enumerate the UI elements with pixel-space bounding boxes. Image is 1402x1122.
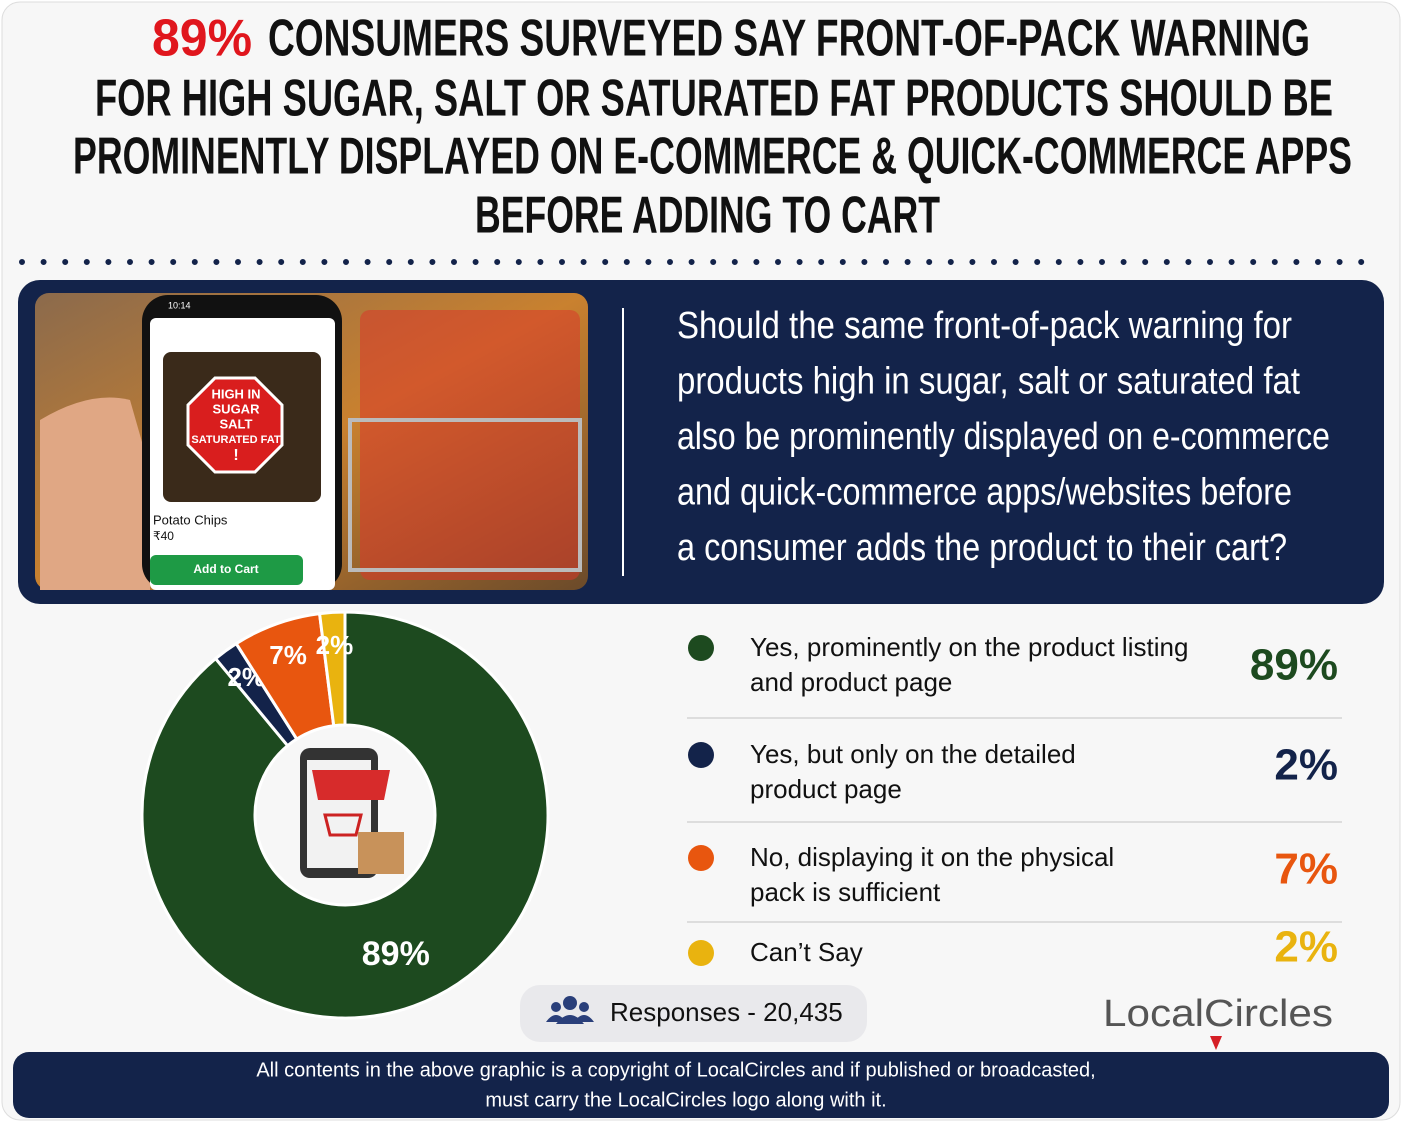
title: FOR HIGH SUGAR, SALT OR SATURATED FAT PR… xyxy=(95,70,1333,128)
warning-text: SUGAR xyxy=(213,401,261,416)
legend-marker xyxy=(688,635,714,661)
icon-cart xyxy=(323,813,363,837)
icon-box xyxy=(358,832,404,874)
responses-pill xyxy=(520,985,867,1042)
photo xyxy=(35,293,588,590)
donut-slice xyxy=(317,610,347,728)
logo-pin xyxy=(1210,1036,1222,1050)
legend-label: Yes, prominently on the product listing … xyxy=(750,632,1189,697)
slice-label: 7% xyxy=(269,640,307,670)
question: and quick-commerce apps/websites before xyxy=(677,472,1292,514)
footer-text: must carry the LocalCircles logo along w… xyxy=(485,1089,886,1111)
legend-marker xyxy=(688,940,714,966)
legend-label: Yes, but only on the detailed product pa… xyxy=(750,739,1076,804)
footer-text: All contents in the above graphic is a c… xyxy=(256,1059,1095,1081)
warning-text: HIGH IN xyxy=(211,386,260,401)
title-lead: 89% xyxy=(152,10,252,68)
donut-slice xyxy=(140,610,550,1020)
warning-text: SATURATED FAT xyxy=(191,434,280,446)
question: also be prominently displayed on e-comme… xyxy=(677,416,1330,458)
slice-label: 89% xyxy=(362,935,430,973)
question: Should the same front-of-pack warning fo… xyxy=(677,305,1292,347)
legend-value: 2% xyxy=(1274,741,1338,790)
question: a consumer adds the product to their car… xyxy=(677,527,1287,569)
footer xyxy=(13,1052,1389,1118)
legend-marker xyxy=(688,742,714,768)
product-price: ₹40 xyxy=(153,529,174,543)
logo: LocalCircles xyxy=(1103,993,1333,1035)
legend-value: 2% xyxy=(1274,923,1338,972)
title: BEFORE ADDING TO CART xyxy=(475,187,940,245)
legend-label: Can’t Say xyxy=(750,937,863,967)
legend-marker xyxy=(688,845,714,871)
icon-awning xyxy=(312,770,390,800)
people-icon xyxy=(546,996,594,1024)
product-name: Potato Chips xyxy=(153,512,228,527)
question: products high in sugar, salt or saturate… xyxy=(677,361,1300,403)
title: PROMINENTLY DISPLAYED ON E-COMMERCE & QU… xyxy=(73,128,1352,186)
legend-value: 89% xyxy=(1250,641,1338,690)
legend-value: 7% xyxy=(1274,845,1338,894)
add-to-cart: Add to Cart xyxy=(193,562,258,576)
title: CONSUMERS SURVEYED SAY FRONT-OF-PACK WAR… xyxy=(268,10,1310,68)
responses: Responses - 20,435 xyxy=(610,997,843,1027)
status-time: 10:14 xyxy=(168,300,191,310)
legend-label: No, displaying it on the physical pack i… xyxy=(750,842,1115,907)
warning-text: ! xyxy=(233,447,238,464)
center-icon xyxy=(300,748,404,878)
warning-text: SALT xyxy=(220,416,253,431)
slice-label: 2% xyxy=(316,630,354,660)
